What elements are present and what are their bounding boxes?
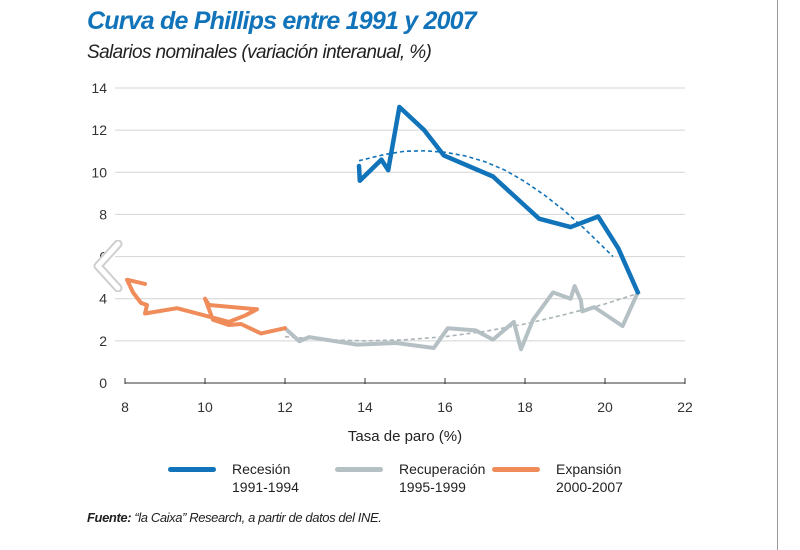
source-label: Fuente: xyxy=(87,510,132,525)
y-tick-label: 12 xyxy=(91,122,107,138)
x-tick-label: 18 xyxy=(517,399,533,415)
legend-item-recuperacion: Recuperación 1995-1999 xyxy=(335,460,485,496)
chart-subtitle: Salarios nominales (variación interanual… xyxy=(87,42,432,63)
x-tick-label: 16 xyxy=(437,399,453,415)
carousel-prev-button[interactable] xyxy=(92,239,126,293)
legend-years: 1995-1999 xyxy=(399,479,466,495)
y-tick-label: 4 xyxy=(99,291,107,307)
legend-label: Recuperación xyxy=(399,461,486,477)
series-line-0 xyxy=(356,104,641,295)
x-tick-label: 22 xyxy=(677,399,693,415)
y-tick-label: 0 xyxy=(99,375,107,391)
panel-border xyxy=(777,0,778,550)
x-axis-label: Tasa de paro (%) xyxy=(347,428,463,445)
legend-years: 1991-1994 xyxy=(232,479,299,495)
x-tick-label: 20 xyxy=(597,399,613,415)
y-tick-label: 8 xyxy=(99,206,107,222)
legend-label: Expansión xyxy=(556,461,622,477)
y-tick-label: 2 xyxy=(99,333,107,349)
x-tick-label: 8 xyxy=(121,399,129,415)
series-line-2 xyxy=(125,277,287,336)
x-tick-label: 12 xyxy=(277,399,293,415)
x-tick-label: 14 xyxy=(357,399,373,415)
legend-swatch-recesion xyxy=(168,467,216,472)
x-tick-label: 10 xyxy=(197,399,213,415)
y-tick-label: 10 xyxy=(91,164,107,180)
chevron-left-icon xyxy=(93,239,123,293)
legend-item-expansion: Expansión 2000-2007 xyxy=(492,460,623,496)
series-line-1 xyxy=(283,284,640,352)
trend-line-0 xyxy=(358,149,614,258)
source-note: Fuente: “la Caixa” Research, a partir de… xyxy=(87,510,382,525)
legend-swatch-expansion xyxy=(492,467,540,472)
legend-swatch-recuperacion xyxy=(335,467,383,472)
legend-item-recesion: Recesión 1991-1994 xyxy=(168,460,299,496)
chart-title: Curva de Phillips entre 1991 y 2007 xyxy=(87,7,477,35)
legend-years: 2000-2007 xyxy=(556,479,623,495)
trend-line-1 xyxy=(284,291,642,342)
source-text: “la Caixa” Research, a partir de datos d… xyxy=(131,510,382,525)
y-tick-label: 14 xyxy=(91,80,107,96)
legend-label: Recesión xyxy=(232,461,291,477)
